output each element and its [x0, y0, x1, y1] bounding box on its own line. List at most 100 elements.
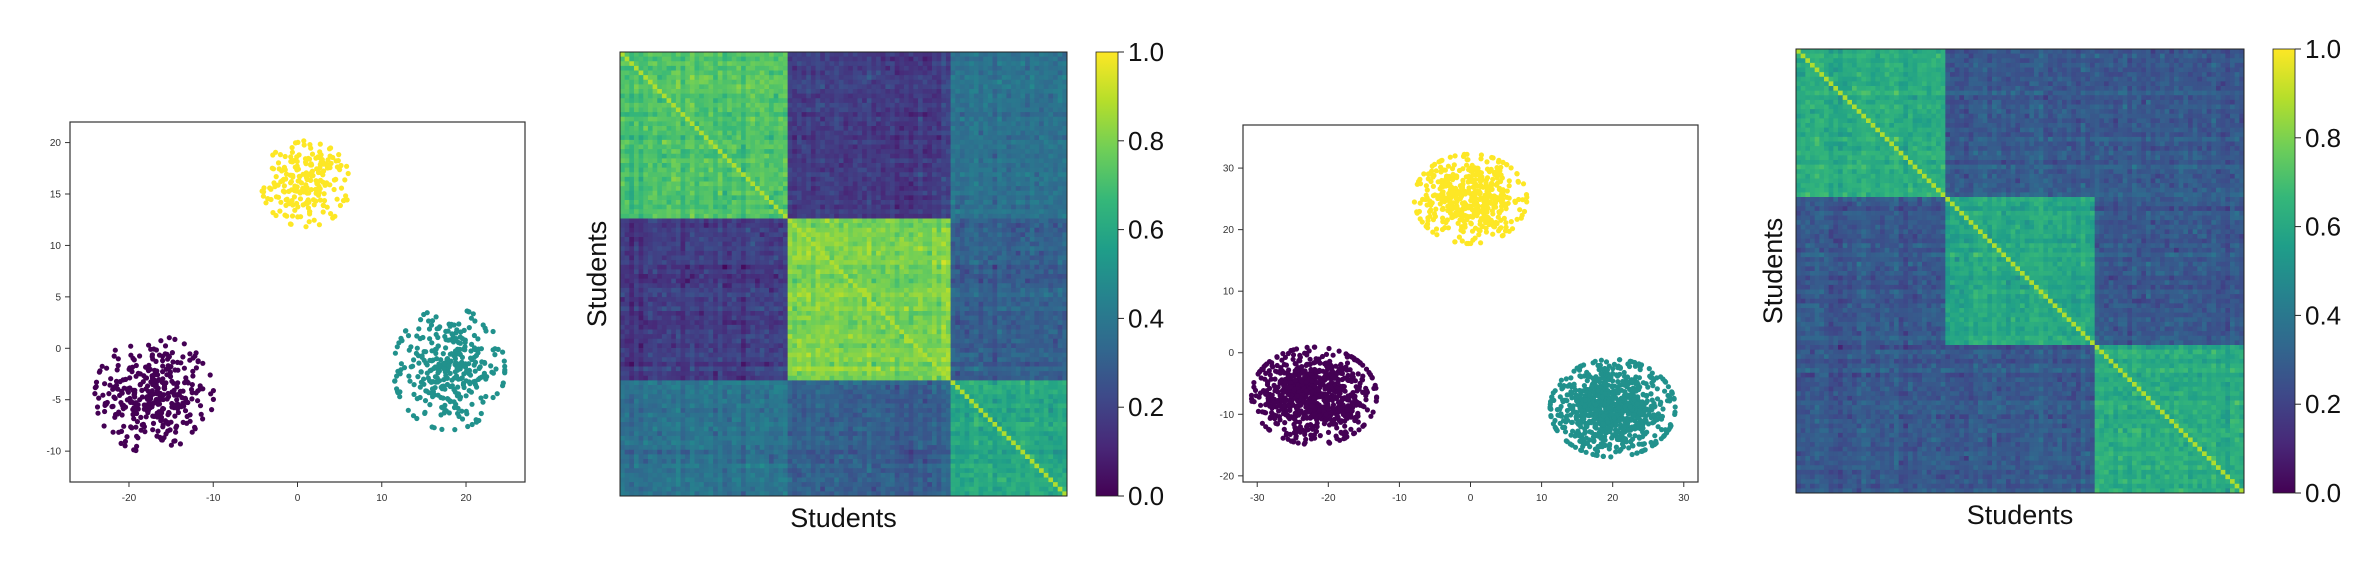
heatmap-cell	[936, 135, 942, 141]
heatmap-cell	[661, 163, 667, 169]
heatmap-cell	[852, 167, 858, 173]
heatmap-cell	[685, 172, 691, 178]
heatmap-cell	[945, 79, 951, 85]
heatmap-cell	[815, 112, 821, 118]
heatmap-cell	[810, 200, 816, 206]
heatmap-cell	[633, 186, 640, 192]
heatmap-cell	[806, 89, 812, 95]
heatmap-cell	[829, 135, 835, 141]
heatmap-cell	[908, 102, 914, 108]
heatmap-cell	[680, 176, 686, 182]
heatmap-cell	[890, 144, 896, 150]
heatmap-cell	[959, 102, 965, 108]
heatmap-cell	[647, 121, 653, 127]
heatmap-cell	[1025, 126, 1031, 132]
heatmap-cell	[964, 61, 970, 67]
heatmap-cell	[736, 176, 742, 182]
scatter-point	[501, 358, 507, 364]
heatmap-cell	[843, 84, 849, 90]
heatmap-cell	[908, 112, 914, 118]
heatmap-cell	[973, 200, 979, 206]
heatmap-cell	[885, 237, 891, 243]
heatmap-cell	[620, 107, 626, 113]
heatmap-cell	[699, 209, 705, 215]
heatmap-cell	[643, 126, 649, 132]
scatter-point	[190, 368, 196, 374]
heatmap-cell	[1025, 167, 1031, 173]
heatmap-cell	[1039, 176, 1045, 182]
heatmap-cell	[713, 149, 719, 155]
heatmap-cell	[727, 102, 733, 108]
heatmap-cell	[876, 181, 882, 187]
heatmap-cell	[647, 213, 653, 219]
heatmap-cell	[643, 70, 649, 76]
heatmap-cell	[927, 70, 933, 76]
scatter-point	[101, 423, 107, 429]
heatmap-cell	[871, 61, 877, 67]
heatmap-cell	[1006, 232, 1012, 238]
heatmap-cell	[1001, 153, 1007, 159]
scatter-point	[317, 141, 323, 147]
heatmap-cell	[1057, 218, 1063, 224]
heatmap-cell	[633, 56, 640, 62]
heatmap-cell	[782, 75, 789, 81]
heatmap-cell	[904, 70, 910, 76]
heatmap-cell	[1048, 149, 1054, 155]
scatter-point	[401, 365, 408, 371]
heatmap-cell	[885, 186, 891, 192]
heatmap-cell	[703, 107, 709, 113]
heatmap-cell	[717, 209, 723, 215]
scatter-point	[121, 423, 127, 429]
heatmap-cell	[652, 135, 658, 141]
scatter-point	[189, 429, 195, 435]
heatmap-cell	[983, 172, 989, 178]
heatmap-cell	[848, 126, 854, 132]
heatmap-cell	[680, 65, 686, 71]
heatmap-cell	[633, 204, 640, 210]
scatter-point	[495, 346, 501, 352]
heatmap-cell	[782, 218, 789, 224]
heatmap-cell	[810, 102, 816, 108]
heatmap-cell	[838, 223, 844, 229]
heatmap-cell	[987, 195, 993, 201]
heatmap-cell	[717, 126, 723, 132]
heatmap-cell	[927, 176, 933, 182]
heatmap-cell	[666, 116, 672, 122]
heatmap-cell	[936, 98, 942, 104]
heatmap-cell	[1001, 213, 1007, 219]
heatmap-cell	[927, 98, 933, 104]
heatmap-cell	[1011, 204, 1017, 210]
heatmap-cell	[857, 93, 863, 99]
heatmap-cell	[671, 190, 677, 196]
heatmap-cell	[708, 70, 714, 76]
heatmap-cell	[922, 190, 928, 196]
heatmap-cell	[689, 172, 695, 178]
heatmap-cell	[1057, 56, 1063, 62]
heatmap-cell	[773, 158, 779, 164]
scatter-point	[166, 354, 172, 360]
heatmap-cell	[647, 186, 653, 192]
heatmap-cell	[652, 223, 658, 229]
heatmap-cell	[694, 139, 700, 145]
heatmap-cell	[745, 232, 751, 238]
scatter-point	[306, 190, 312, 196]
heatmap-cell	[759, 130, 765, 136]
heatmap-cell	[955, 237, 961, 243]
heatmap-cell	[1039, 218, 1045, 224]
heatmap-cell	[801, 223, 807, 229]
heatmap-cell	[997, 121, 1003, 127]
heatmap-cell	[652, 70, 658, 76]
heatmap-cell	[703, 158, 709, 164]
heatmap-cell	[1039, 112, 1045, 118]
heatmap-cell	[1025, 84, 1031, 90]
heatmap-cell	[1025, 181, 1031, 187]
heatmap-cell	[633, 213, 640, 219]
heatmap-cell	[1020, 167, 1026, 173]
heatmap-cell	[978, 190, 984, 196]
heatmap-cell	[796, 204, 802, 210]
heatmap-cell	[727, 204, 733, 210]
heatmap-cell	[899, 227, 905, 233]
heatmap-cell	[657, 61, 663, 67]
scatter-point	[494, 391, 500, 397]
scatter-point	[160, 369, 166, 375]
